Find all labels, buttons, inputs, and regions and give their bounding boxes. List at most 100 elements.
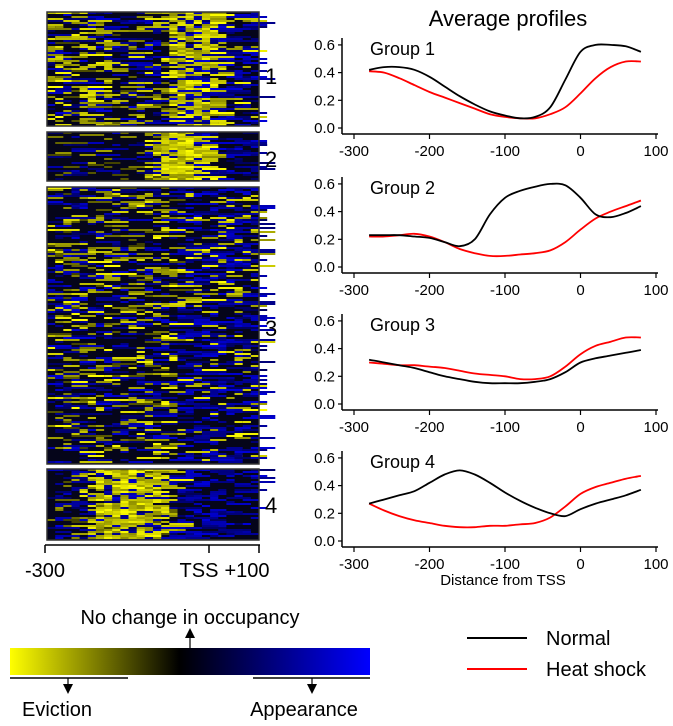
heatmap-cell bbox=[104, 443, 113, 445]
heatmap-cell bbox=[210, 120, 227, 122]
heatmap-cell bbox=[136, 433, 145, 435]
heatmap-cell bbox=[112, 217, 121, 219]
heatmap-cell bbox=[55, 12, 72, 14]
heatmap-cell bbox=[120, 365, 129, 367]
heatmap-cell bbox=[250, 40, 259, 42]
heatmap-cell bbox=[169, 162, 178, 164]
heatmap-cell bbox=[95, 291, 113, 293]
heatmap-cell bbox=[234, 437, 251, 439]
heatmap-cell bbox=[87, 459, 96, 461]
heatmap-cell bbox=[210, 515, 219, 517]
heatmap-cell bbox=[218, 535, 235, 537]
heatmap-cell bbox=[87, 104, 96, 106]
heatmap-cell bbox=[185, 453, 194, 455]
heatmap-cell bbox=[136, 499, 162, 501]
heatmap-cell bbox=[128, 68, 145, 70]
heatmap-cell bbox=[226, 170, 235, 172]
heatmap-cell bbox=[136, 269, 145, 271]
heatmap-cell bbox=[153, 517, 170, 519]
heatmap-cell bbox=[55, 495, 64, 497]
heatmap-cell bbox=[71, 533, 88, 535]
heatmap-cell bbox=[153, 269, 178, 271]
heatmap-cell bbox=[55, 497, 64, 499]
heatmap-cell bbox=[55, 531, 72, 533]
heatmap-cell bbox=[185, 92, 202, 94]
heatmap-cell bbox=[136, 114, 145, 116]
heatmap-cell bbox=[128, 233, 145, 235]
heatmap-cell bbox=[177, 221, 186, 223]
heatmap-cell bbox=[242, 345, 268, 347]
heatmap-cell bbox=[177, 156, 186, 158]
heatmap-cell bbox=[210, 429, 219, 431]
heatmap-cell bbox=[144, 205, 153, 207]
heatmap-cell bbox=[234, 108, 259, 110]
heatmap-cell bbox=[193, 142, 219, 144]
heatmap-cell bbox=[210, 383, 227, 385]
heatmap-cell bbox=[169, 20, 186, 22]
heatmap-cell bbox=[128, 485, 145, 487]
heatmap-cell bbox=[242, 245, 251, 247]
heatmap-cell bbox=[218, 116, 235, 118]
heatmap-cell bbox=[79, 241, 88, 243]
heatmap-cell bbox=[201, 78, 211, 80]
heatmap-cell bbox=[234, 383, 243, 385]
heatmap-cell bbox=[95, 505, 105, 507]
heatmap-cell bbox=[95, 30, 113, 32]
heatmap-cell bbox=[226, 52, 251, 54]
heatmap-cell bbox=[47, 221, 64, 223]
heatmap-cell bbox=[136, 96, 162, 98]
heatmap-cell bbox=[201, 305, 227, 307]
heatmap-cell bbox=[201, 299, 227, 301]
heatmap-cell bbox=[226, 295, 251, 297]
heatmap-cell bbox=[112, 487, 129, 489]
heatmap-cell bbox=[55, 385, 64, 387]
heatmap-cell bbox=[161, 82, 170, 84]
heatmap-cell bbox=[112, 357, 137, 359]
heatmap-cell bbox=[161, 341, 170, 343]
heatmap-cell bbox=[71, 36, 96, 38]
heatmap-cell bbox=[177, 521, 194, 523]
heatmap-cell bbox=[120, 471, 129, 473]
heatmap-cell bbox=[55, 56, 64, 58]
heatmap-cell bbox=[185, 82, 202, 84]
heatmap-cell bbox=[226, 138, 243, 140]
heatmap-cell bbox=[169, 529, 178, 531]
heatmap-cell bbox=[210, 275, 219, 277]
heatmap-cell bbox=[153, 395, 162, 397]
heatmap-cell bbox=[144, 489, 153, 491]
heatmap-cell bbox=[185, 485, 194, 487]
heatmap-cell bbox=[185, 66, 194, 68]
heatmap-cell bbox=[185, 431, 202, 433]
heatmap-cell bbox=[201, 435, 211, 437]
heatmap-cell bbox=[201, 237, 219, 239]
heatmap-cell bbox=[144, 365, 162, 367]
heatmap-cell bbox=[177, 297, 202, 299]
heatmap-cell bbox=[234, 349, 243, 351]
heatmap-block-4 bbox=[46, 468, 276, 541]
heatmap-cell bbox=[210, 277, 219, 279]
heatmap-cell bbox=[79, 449, 88, 451]
heatmap-cell bbox=[226, 345, 235, 347]
heatmap-cell bbox=[95, 357, 121, 359]
heatmap-cell bbox=[161, 349, 186, 351]
heatmap-cell bbox=[185, 36, 194, 38]
heatmap-cell bbox=[63, 193, 72, 195]
heatmap-cell bbox=[161, 134, 170, 136]
heatmap-cell bbox=[218, 403, 227, 405]
x-tick-label: -100 bbox=[490, 419, 520, 436]
heatmap-cell bbox=[112, 295, 129, 297]
x-tick-label: 0 bbox=[576, 556, 584, 573]
heatmap-cell bbox=[177, 311, 194, 313]
heatmap-cell bbox=[47, 187, 72, 189]
heatmap-cell bbox=[250, 301, 276, 303]
heatmap-cell bbox=[63, 477, 88, 479]
heatmap-cell bbox=[169, 391, 194, 393]
heatmap-cell bbox=[210, 495, 219, 497]
heatmap-cell bbox=[112, 481, 121, 483]
heatmap-cell bbox=[104, 369, 113, 371]
heatmap-cell bbox=[120, 46, 129, 48]
group-1-number: 1 bbox=[265, 64, 277, 89]
heatmap-cell bbox=[185, 481, 194, 483]
heatmap-cell bbox=[153, 132, 162, 134]
heatmap-cell bbox=[169, 80, 186, 82]
